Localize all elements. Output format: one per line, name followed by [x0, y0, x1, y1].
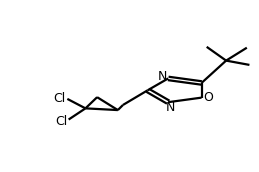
Text: N: N	[166, 101, 176, 114]
Text: O: O	[203, 91, 213, 104]
Text: N: N	[158, 70, 167, 83]
Text: Cl: Cl	[53, 92, 65, 105]
Text: Cl: Cl	[55, 115, 68, 128]
